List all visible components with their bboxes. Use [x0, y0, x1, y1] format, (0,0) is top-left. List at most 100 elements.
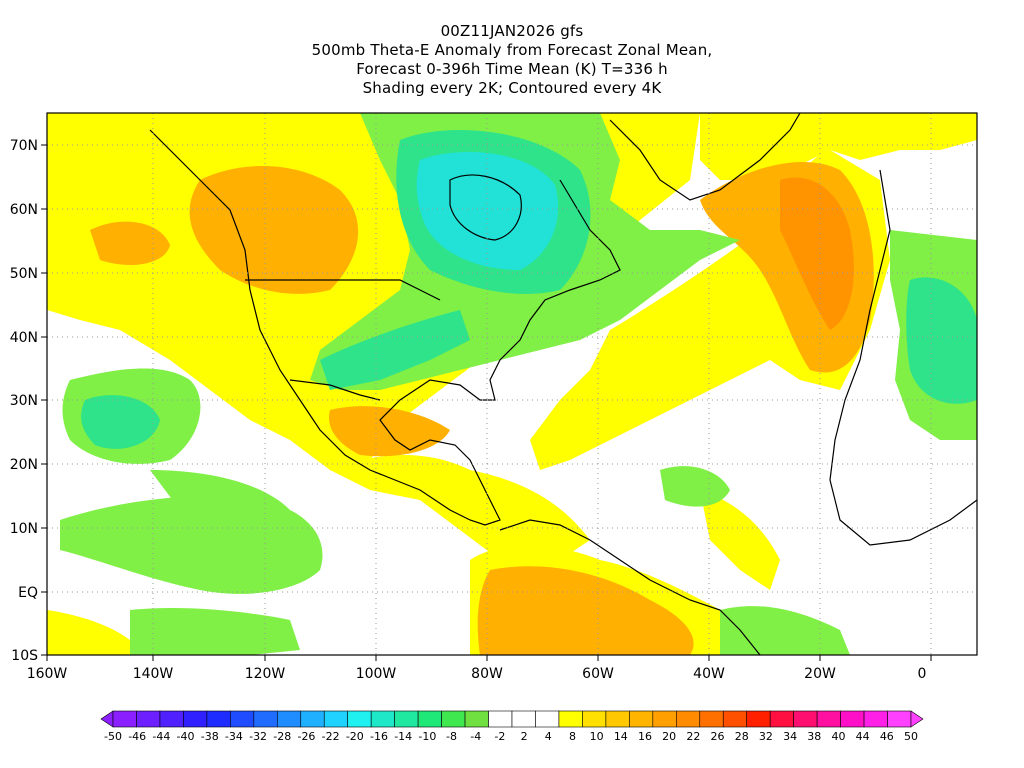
colorbar-label: -28 [273, 730, 291, 743]
yellow-caribbean [330, 455, 590, 560]
latitude-labels: 70N 60N 50N 40N 30N 20N 10N EQ 10S [10, 138, 38, 664]
colorbar-label: -4 [470, 730, 481, 743]
colorbar-swatch [863, 710, 888, 728]
green-south-pacific [130, 608, 300, 655]
colorbar-label: 46 [880, 730, 894, 743]
colorbar-label: -16 [370, 730, 388, 743]
colorbar-swatch [605, 710, 630, 728]
colorbar-label: 26 [711, 730, 725, 743]
africa-europe [829, 169, 977, 546]
dark-orange-east-atlantic [780, 177, 854, 330]
lat-label-30n: 30N [10, 393, 38, 409]
teal-us-band [320, 310, 470, 390]
colorbar-label: -22 [322, 730, 340, 743]
colorbar-swatch [112, 710, 137, 728]
colorbar-label: -8 [446, 730, 457, 743]
colorbar-swatch [675, 710, 701, 728]
colorbar-swatch [582, 710, 607, 728]
lon-label-120w: 120W [245, 666, 286, 682]
colorbar-label: 14 [614, 730, 628, 743]
greenland [609, 113, 801, 201]
colorbar-swatch [558, 710, 583, 728]
colorbar-swatch [769, 710, 794, 728]
colorbar-swatch [652, 710, 677, 728]
colorbar-swatch [793, 710, 818, 728]
axis-ticks [41, 144, 932, 661]
plot-frame [46, 112, 978, 656]
map-titles: 00Z11JAN2026 gfs 500mb Theta-E Anomaly f… [0, 22, 1024, 98]
colorbar-label: 20 [662, 730, 676, 743]
colorbar-swatch [441, 710, 466, 728]
title-line-2: 500mb Theta-E Anomaly from Forecast Zona… [311, 41, 713, 59]
colorbar-label: -2 [494, 730, 505, 743]
colorbar-label: 8 [569, 730, 576, 743]
colorbar-swatch [887, 710, 912, 728]
title-line-3: Forecast 0-396h Time Mean (K) T=336 h [356, 60, 668, 78]
colorbar-label: -38 [201, 730, 219, 743]
colorbar-swatch [370, 710, 395, 728]
lat-label-20n: 20N [10, 457, 38, 473]
us-canada-border [245, 279, 441, 301]
colorbar-swatch [629, 710, 654, 728]
colorbar-swatch [511, 710, 536, 728]
colorbar-swatch [159, 710, 184, 728]
colorbar-label: 10 [590, 730, 604, 743]
colorbar-swatch [722, 710, 748, 728]
green-southeast-atlantic [720, 606, 850, 655]
colorbar-label: 44 [856, 730, 870, 743]
colorbar-label: -40 [177, 730, 195, 743]
colorbar-swatch [417, 710, 442, 728]
shaded-anomaly-field [47, 113, 977, 655]
colorbar-swatch [323, 710, 349, 728]
lon-label-20w: 20W [804, 666, 836, 682]
lat-label-10n: 10N [10, 521, 38, 537]
colorbar-swatch [488, 710, 513, 728]
colorbar-label: 38 [807, 730, 821, 743]
orange-western-canada [189, 166, 359, 294]
grid-lines [47, 113, 977, 655]
colorbar-label: -44 [152, 730, 170, 743]
lon-label-60w: 60W [582, 666, 614, 682]
mexico-border [289, 379, 381, 401]
colorbar-label: 50 [904, 730, 918, 743]
teal-europe-core [906, 277, 977, 404]
title-line-4: Shading every 2K; Contoured every 4K [362, 79, 662, 97]
colorbar: -50 -46 -44 -40 -38 -34 -32 -28 -26 -22 -20 -16 -14-… [100, 710, 924, 743]
coastlines-and-borders [149, 113, 977, 655]
longitude-labels: 160W 140W 120W 100W 80W 60W 40W 20W 0 [27, 666, 927, 682]
lon-label-40w: 40W [693, 666, 725, 682]
colorbar-label: -46 [128, 730, 146, 743]
colorbar-label: -26 [297, 730, 315, 743]
green-atlantic-patch [660, 466, 730, 507]
colorbar-label: -10 [418, 730, 436, 743]
colorbar-label: 40 [831, 730, 845, 743]
lon-label-160w: 160W [27, 666, 68, 682]
lon-label-140w: 140W [133, 666, 174, 682]
colorbar-label: 22 [686, 730, 700, 743]
colorbar-swatch [276, 710, 302, 728]
colorbar-label: -20 [346, 730, 364, 743]
north-america-coastline [149, 129, 621, 526]
colorbar-swatch [699, 710, 724, 728]
orange-south-america [477, 566, 694, 655]
colorbar-swatch [464, 710, 489, 728]
colorbar-swatch [746, 710, 771, 728]
orange-gulf [329, 406, 450, 457]
colorbar-label: -32 [249, 730, 267, 743]
colorbar-label: -50 [104, 730, 122, 743]
colorbar-swatch [535, 710, 560, 728]
colorbar-swatch [183, 710, 208, 728]
colorbar-swatch [394, 710, 419, 728]
colorbar-label: 16 [638, 730, 652, 743]
lon-label-0: 0 [918, 666, 927, 682]
colorbar-swatch [253, 710, 278, 728]
colorbar-label: 34 [783, 730, 797, 743]
colorbar-swatch [230, 710, 255, 728]
yellow-tropical-atlantic [700, 490, 780, 590]
lat-label-60n: 60N [10, 202, 38, 218]
yellow-south-pacific [47, 610, 130, 655]
colorbar-swatch [300, 710, 325, 728]
orange-pacific-west [90, 221, 170, 265]
colorbar-label: 2 [521, 730, 528, 743]
colorbar-swatch [347, 710, 372, 728]
